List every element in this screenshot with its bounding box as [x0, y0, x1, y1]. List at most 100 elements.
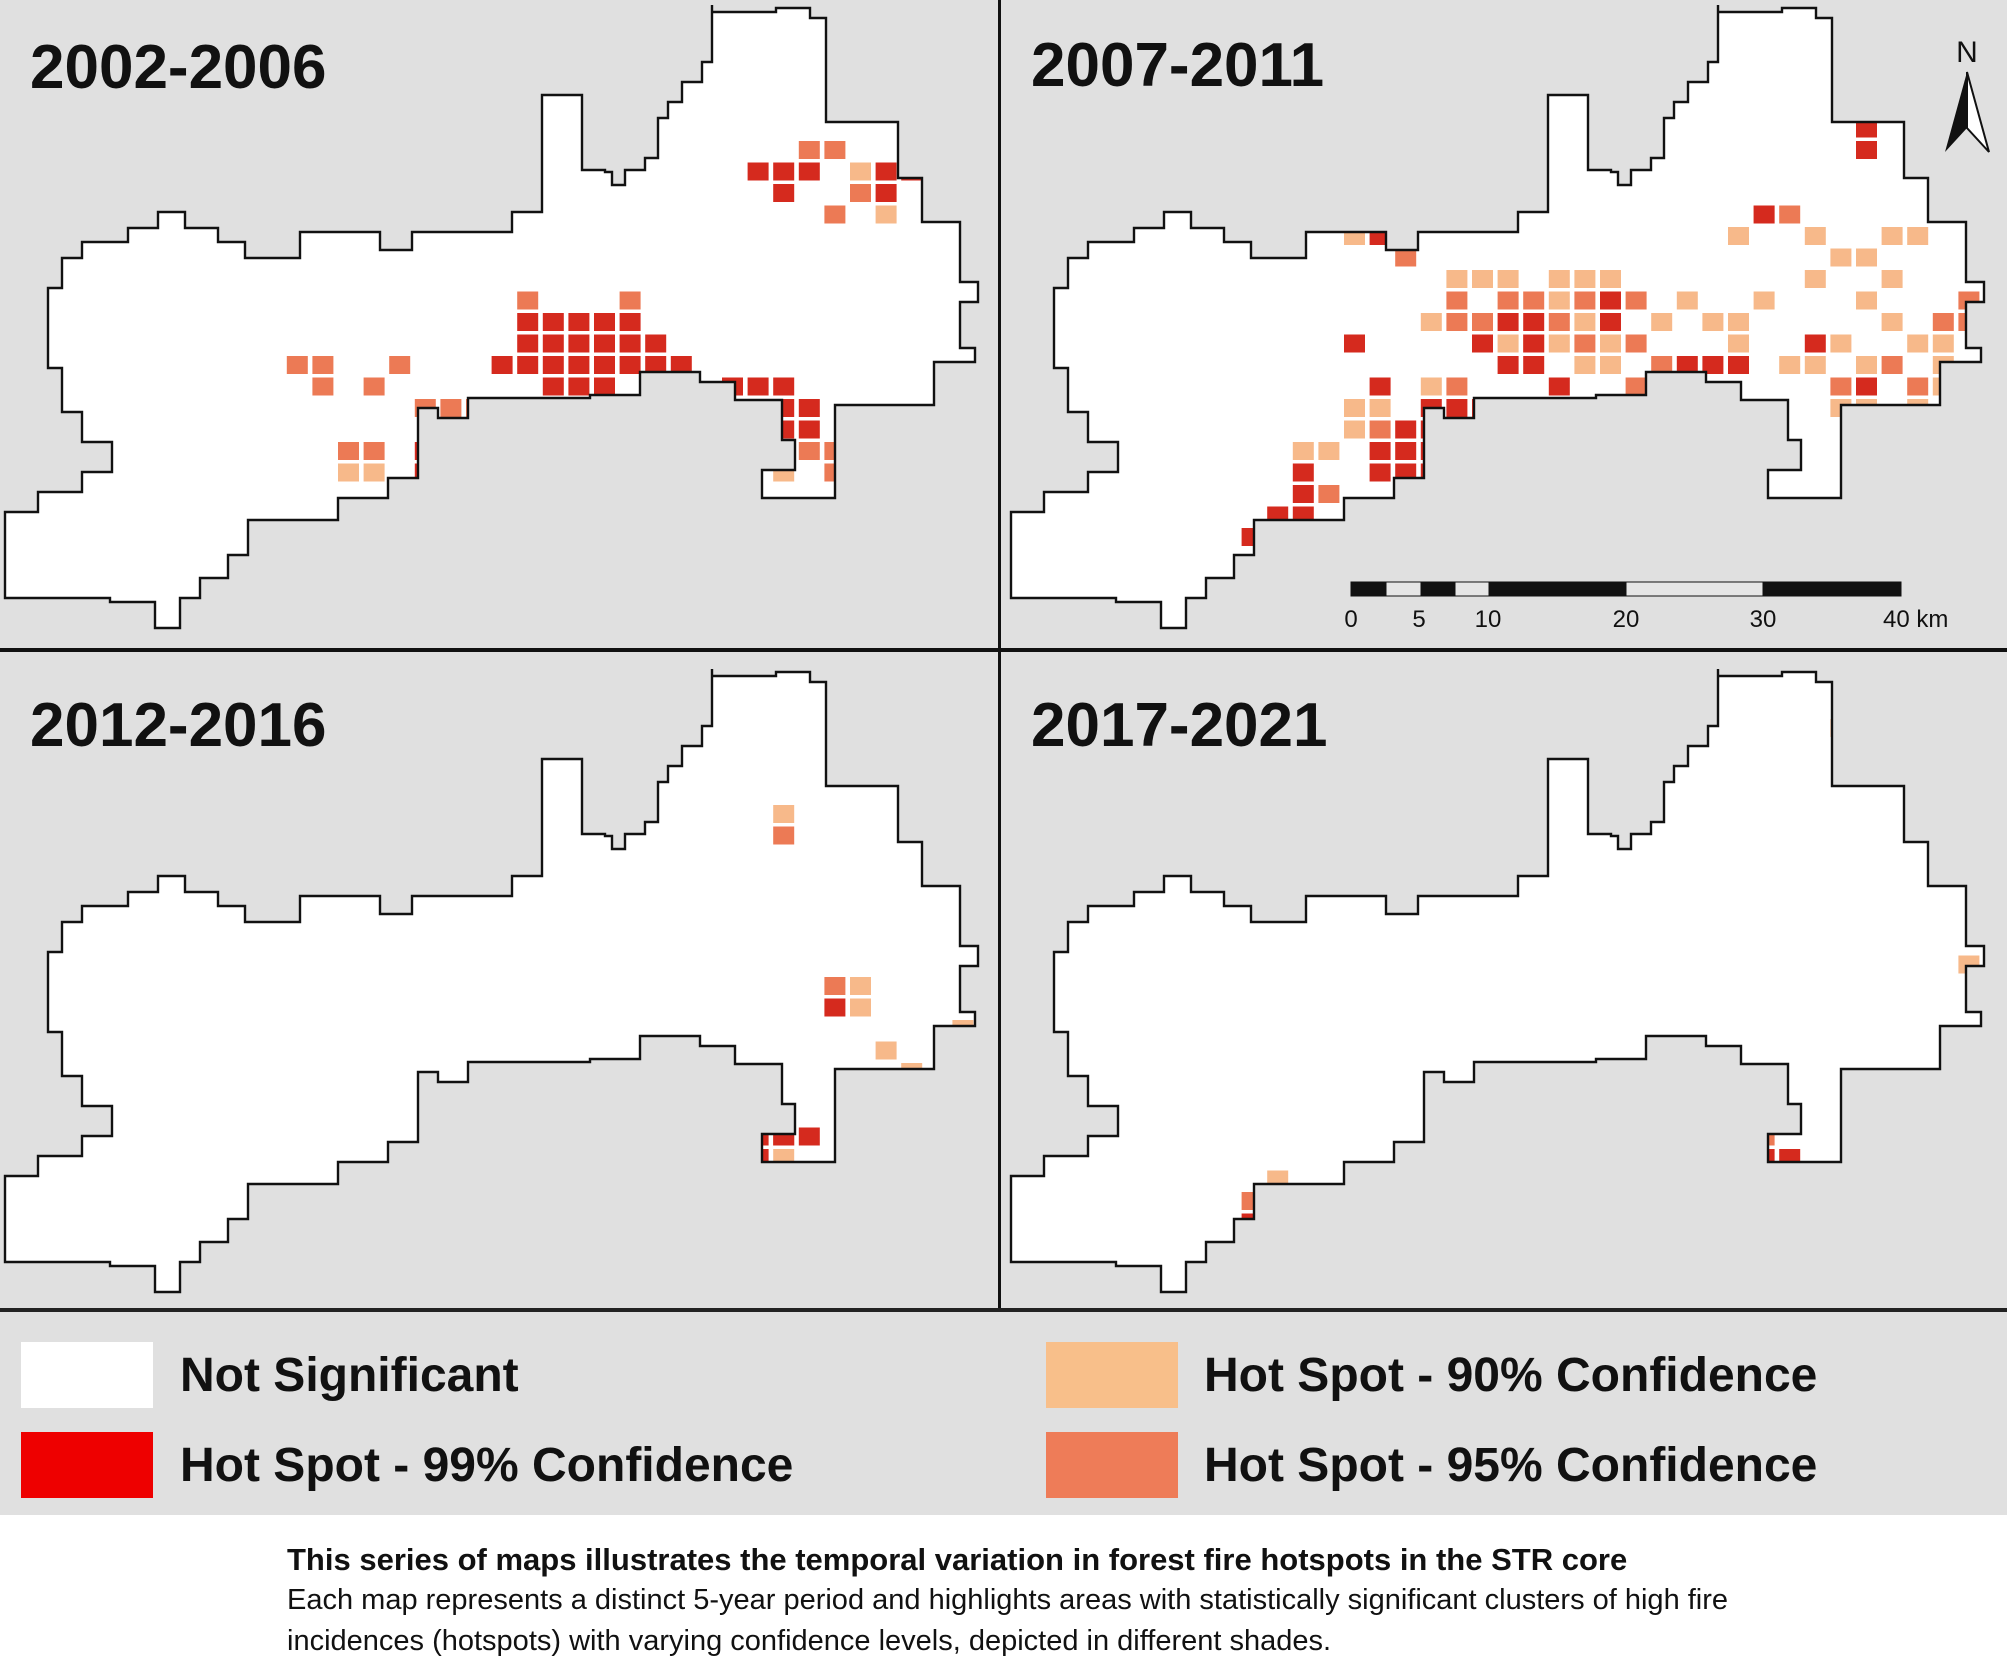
hotspot-cell-h90: [1804, 270, 1826, 288]
hotspot-cell-h99: [594, 463, 615, 482]
hotspot-cell-h99: [414, 1235, 436, 1253]
hotspot-cell-h99: [594, 377, 615, 396]
hotspot-cell-h99: [1548, 1192, 1570, 1210]
hotspot-cell-h99: [491, 463, 513, 482]
hotspot-cell-h99: [619, 313, 641, 331]
hotspot-cell-h95: [978, 184, 998, 202]
hotspot-cell-h99: [1395, 420, 1417, 439]
hotspot-cell-h99: [952, 740, 974, 759]
hotspot-cell-h90: [952, 184, 974, 202]
hotspot-cell-h99: [389, 1213, 411, 1232]
hotspot-cell-h90: [1600, 356, 1621, 374]
hotspot-cell-h99: [1344, 334, 1365, 353]
hotspot-cell-h99: [1676, 1170, 1698, 1189]
hotspot-cell-h99: [1267, 528, 1289, 546]
scale-bar-tick-label: 40 km: [1883, 606, 1948, 633]
hotspot-cell-h95: [926, 676, 948, 694]
hotspot-cell-h99: [1651, 1170, 1673, 1189]
hotspot-cell-h90: [901, 1063, 923, 1081]
hotspot-cell-h90: [1856, 356, 1877, 374]
hotspot-cell-h90: [1881, 227, 1903, 245]
hotspot-cell-h99: [1497, 1213, 1519, 1232]
hotspot-cell-h99: [747, 1149, 769, 1167]
hotspot-cell-h90: [1804, 356, 1826, 374]
hotspot-cell-h99: [1446, 1213, 1468, 1232]
map-layer: [3, 669, 998, 1294]
hotspot-cell-h95: [414, 506, 436, 525]
hotspot-cell-h99: [1241, 1213, 1263, 1232]
hotspot-cell-h95: [1395, 248, 1417, 267]
hotspot-cell-h99: [1984, 1192, 2005, 1210]
hotspot-cell-h90: [978, 1128, 998, 1146]
hotspot-cell-h99: [1600, 1192, 1621, 1210]
hotspot-cell-h99: [1523, 442, 1545, 460]
hotspot-cell-h99: [722, 1149, 743, 1167]
hotspot-cell-h99: [491, 1192, 513, 1210]
hotspot-cell-h99: [542, 399, 564, 417]
map-2012-2016: [3, 669, 998, 1294]
hotspot-cell-h95: [798, 442, 820, 460]
hotspot-cell-h90: [1958, 955, 1980, 974]
reserve-area: [1011, 5, 1984, 628]
hotspot-cell-h99: [1856, 119, 1877, 138]
hotspot-cell-h99: [594, 313, 615, 331]
hotspot-cell-h99: [747, 377, 769, 396]
hotspot-cell-h90: [1830, 719, 1852, 737]
hotspot-cell-h99: [1344, 1278, 1365, 1292]
legend-swatch-hot-spot-99: [21, 1432, 153, 1498]
hotspot-cell-h99: [1292, 485, 1314, 503]
hotspot-cell-h95: [1779, 1170, 1801, 1189]
hotspot-cell-h99: [466, 506, 487, 525]
hotspot-cell-h99: [414, 1256, 436, 1275]
hotspot-cell-h90: [1856, 248, 1877, 267]
legend-divider: [0, 1308, 2007, 1312]
hotspot-cell-h90: [1856, 740, 1877, 759]
hotspot-cell-h99: [517, 334, 539, 353]
map-layer: [1009, 669, 2005, 1294]
hotspot-cell-h99: [722, 442, 743, 460]
hotspot-cell-h99: [1702, 356, 1724, 374]
hotspot-cell-h99: [773, 399, 795, 417]
hotspot-cell-h95: [670, 377, 692, 396]
hotspot-cell-h99: [517, 442, 539, 460]
hotspot-cell-h99: [1420, 1256, 1442, 1275]
legend-label-hot-spot-95: Hot Spot - 95% Confidence: [1204, 1439, 1818, 1492]
hotspot-cell-h99: [1523, 1213, 1545, 1232]
reserve-boundary: [1009, 669, 1986, 1294]
scale-bar-segment: [1385, 581, 1422, 597]
hotspot-cell-h99: [1292, 1278, 1314, 1292]
hotspot-cell-h99: [440, 1192, 462, 1210]
hotspot-cell-h90: [1984, 1149, 2005, 1167]
hotspot-cell-h95: [1984, 977, 2005, 995]
hotspot-cell-h99: [773, 1127, 795, 1146]
hotspot-cell-h99: [517, 1170, 539, 1189]
hotspot-cell-h99: [1548, 442, 1570, 460]
hotspot-map-figure: 2002-2006 0 5 10 20 30 40 km N 2007-2011 2012-…: [0, 0, 2007, 1515]
hotspot-cell-h90: [1856, 399, 1877, 417]
hotspot-cell-h90: [1932, 377, 1954, 396]
hotspot-cell-h99: [747, 420, 769, 439]
hotspot-cell-h99: [594, 420, 615, 439]
hotspot-cell-h99: [1497, 442, 1519, 460]
hotspot-cell-h95: [1472, 313, 1493, 331]
hotspot-cell-h99: [594, 334, 615, 353]
scale-bar: 0 5 10 20 30 40 km: [1344, 581, 1948, 633]
hotspot-cell-h99: [1472, 463, 1493, 482]
hotspot-cell-h99: [542, 1192, 564, 1210]
hotspot-cell-h99: [1932, 697, 1954, 716]
hotspot-cell-h99: [798, 420, 820, 439]
hotspot-cell-h99: [773, 162, 795, 181]
hotspot-cell-h95: [1984, 270, 2005, 288]
hotspot-cell-h99: [440, 442, 462, 460]
hotspot-cell-h99: [440, 485, 462, 503]
hotspot-cell-h90: [773, 805, 795, 823]
hotspot-cell-h90: [1548, 270, 1570, 288]
hotspot-cell-h95: [875, 463, 897, 482]
hotspot-cell-h99: [773, 377, 795, 396]
hotspot-cell-h95: [1830, 377, 1852, 396]
hotspot-cell-h99: [466, 1213, 487, 1232]
hotspot-cell-h99: [542, 334, 564, 353]
reserve-boundary: [3, 5, 980, 630]
hotspot-cell-h99: [1984, 698, 2005, 716]
hotspot-cell-h99: [491, 1170, 513, 1189]
